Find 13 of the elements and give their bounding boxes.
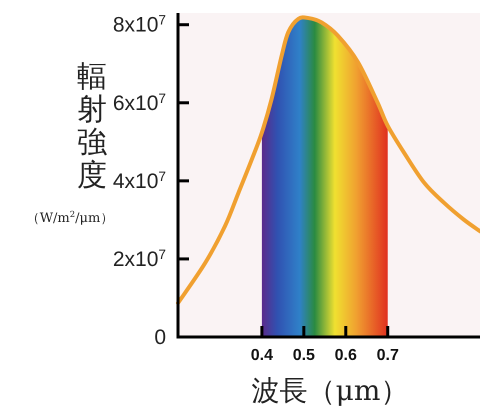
y-tick-label: 2x10$^{7}$ (112, 246, 166, 271)
line-series (176, 15, 480, 306)
y-axis-title: 輻射強度 (77, 59, 107, 193)
y-tick-label: 8x10$^{7}$ (112, 12, 166, 37)
x-tick-label: 0.4 (250, 347, 274, 364)
text: （W/m$^{2}$/μm） (26, 209, 114, 226)
x-tick-label: 0.6 (334, 347, 357, 364)
y-tick-label: 6x10$^{7}$ (112, 90, 166, 115)
x-tick-label: 0.7 (376, 347, 399, 364)
y-tick-label: 4x10$^{7}$ (112, 168, 166, 193)
x-axis-title: 波長（μm） (252, 374, 408, 407)
y-tick-label: 0 (154, 326, 166, 349)
x-tick-label: 0.5 (292, 347, 316, 364)
